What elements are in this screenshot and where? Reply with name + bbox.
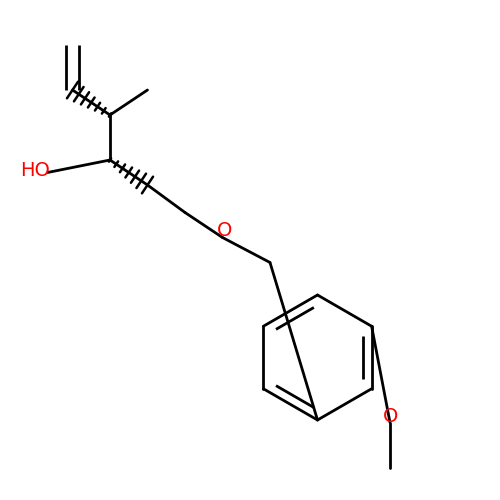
- Text: O: O: [384, 407, 398, 426]
- Text: HO: HO: [20, 160, 50, 180]
- Text: O: O: [218, 220, 232, 240]
